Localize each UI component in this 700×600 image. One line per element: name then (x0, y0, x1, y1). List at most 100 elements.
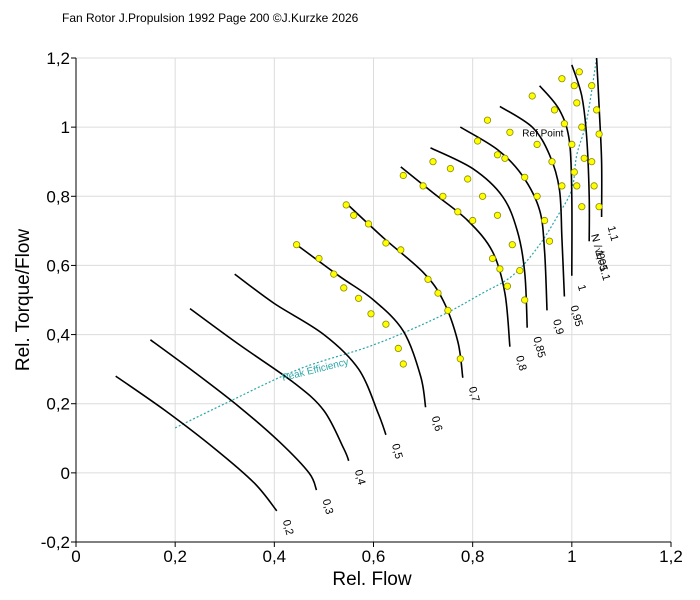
measured-point (570, 168, 578, 176)
measured-point (595, 130, 603, 138)
measured-point (573, 182, 581, 190)
measured-point (434, 289, 442, 297)
y-tick-label-7: 1,2 (46, 49, 70, 68)
measured-point (558, 75, 566, 83)
measured-point (578, 123, 586, 131)
y-tick-label-0: -0,2 (41, 533, 70, 552)
speed-label-0-85: 0,85 (530, 335, 547, 359)
measured-point (342, 201, 350, 209)
x-tick-label-2: 0,4 (263, 547, 287, 566)
speed-label-0-9: 0,9 (550, 318, 566, 336)
speed-label-1-05: 1,05 (592, 249, 609, 273)
speed-line-1-05 (571, 64, 591, 242)
measured-point (464, 175, 472, 183)
measured-point (439, 192, 447, 200)
measured-point (578, 203, 586, 211)
speed-labels-layer: 0,2 0,3 0,4 0,5 0,6 0,7 0,80,850,9 0,95 1 1,05 1,1 (280, 225, 620, 537)
speed-line-0-7 (345, 202, 464, 378)
measured-point (330, 270, 338, 278)
measured-point (478, 192, 487, 200)
x-tick-label-0: 0 (71, 547, 80, 566)
measured-point (570, 82, 578, 90)
y-axis-label: Rel. Torque/Flow (13, 229, 34, 371)
measured-point (575, 68, 583, 76)
measured-point (501, 154, 509, 162)
measured-point (424, 275, 432, 283)
speed-line-0-8 (400, 166, 511, 347)
measured-point (315, 254, 323, 263)
measured-point (350, 211, 358, 219)
speed-label-0-4: 0,4 (352, 468, 368, 486)
measured-point (521, 173, 529, 181)
measured-point (560, 120, 569, 128)
speed-line-0-85 (430, 147, 528, 328)
measured-point (516, 266, 524, 275)
x-tick-label-6: 1,2 (659, 547, 683, 566)
speed-line-1 (538, 85, 573, 276)
measured-point (382, 320, 390, 328)
measured-point (508, 241, 516, 249)
speed-label-0-95: 0,95 (568, 304, 585, 328)
y-tick-label-2: 0,2 (46, 395, 70, 414)
measured-point (503, 282, 511, 290)
speed-line-0-9 (459, 126, 548, 311)
x-tick-label-3: 0,6 (362, 547, 386, 566)
x-tick-label-5: 1 (567, 547, 576, 566)
peak-efficiency-label: Peak Efficiency (281, 357, 350, 384)
speed-lines-layer (115, 57, 603, 512)
measured-point (558, 182, 566, 190)
measured-point (444, 306, 452, 314)
measured-point (548, 158, 556, 166)
measured-point (540, 216, 549, 225)
measured-point (595, 203, 603, 211)
measured-point (573, 99, 581, 107)
measured-point (568, 140, 576, 148)
measured-point (590, 182, 598, 190)
measured-point (429, 158, 437, 166)
speed-label-0-6: 0,6 (429, 415, 445, 433)
measured-point (394, 344, 402, 352)
measured-point (399, 171, 407, 180)
speed-label-1-1: 1,1 (605, 225, 621, 243)
measured-point (592, 106, 601, 114)
speed-label-0-7: 0,7 (466, 385, 482, 403)
y-tick-label-1: 0 (61, 464, 70, 483)
y-tick-label-5: 0,8 (46, 187, 70, 206)
measured-point (588, 82, 596, 90)
speed-line-0-3 (149, 339, 318, 491)
x-tick-label-1: 0,2 (163, 547, 187, 566)
measured-point (419, 182, 427, 190)
measured-point (367, 310, 375, 318)
axes: 0 0,2 0,4 0,6 0,8 1 1,2-0,200,20,40,60,811,2 (41, 49, 683, 566)
measured-point (364, 220, 373, 228)
speed-label-0-3: 0,3 (320, 498, 336, 516)
measured-point (496, 265, 504, 273)
speed-line-0-5 (234, 273, 387, 436)
measured-point (354, 294, 363, 302)
ref-point-label: Ref Point (522, 128, 563, 139)
speed-label-1: 1 (575, 283, 588, 292)
measured-point (454, 208, 462, 216)
y-tick-label-6: 1 (61, 118, 70, 137)
speed-line-0-95 (499, 105, 566, 297)
speed-line-0-4 (189, 307, 350, 462)
measured-point (580, 154, 588, 162)
chart-title: Fan Rotor J.Propulsion 1992 Page 200 ©J.… (62, 11, 359, 25)
measured-point (588, 158, 596, 166)
speed-label-0-8: 0,8 (513, 354, 529, 372)
x-axis-label: Rel. Flow (332, 569, 411, 590)
measured-point (469, 216, 477, 225)
measured-point (488, 254, 497, 263)
measured-point (545, 237, 554, 245)
measured-point (493, 211, 502, 219)
measured-points-layer (292, 68, 603, 368)
measured-point (340, 284, 348, 292)
measured-point (473, 137, 482, 145)
measured-point (483, 116, 492, 124)
measured-point (382, 239, 390, 247)
measured-point (528, 92, 536, 100)
measured-point (446, 165, 454, 173)
speed-label-0-2: 0,2 (280, 519, 296, 537)
speed-line-0-2 (115, 375, 278, 512)
